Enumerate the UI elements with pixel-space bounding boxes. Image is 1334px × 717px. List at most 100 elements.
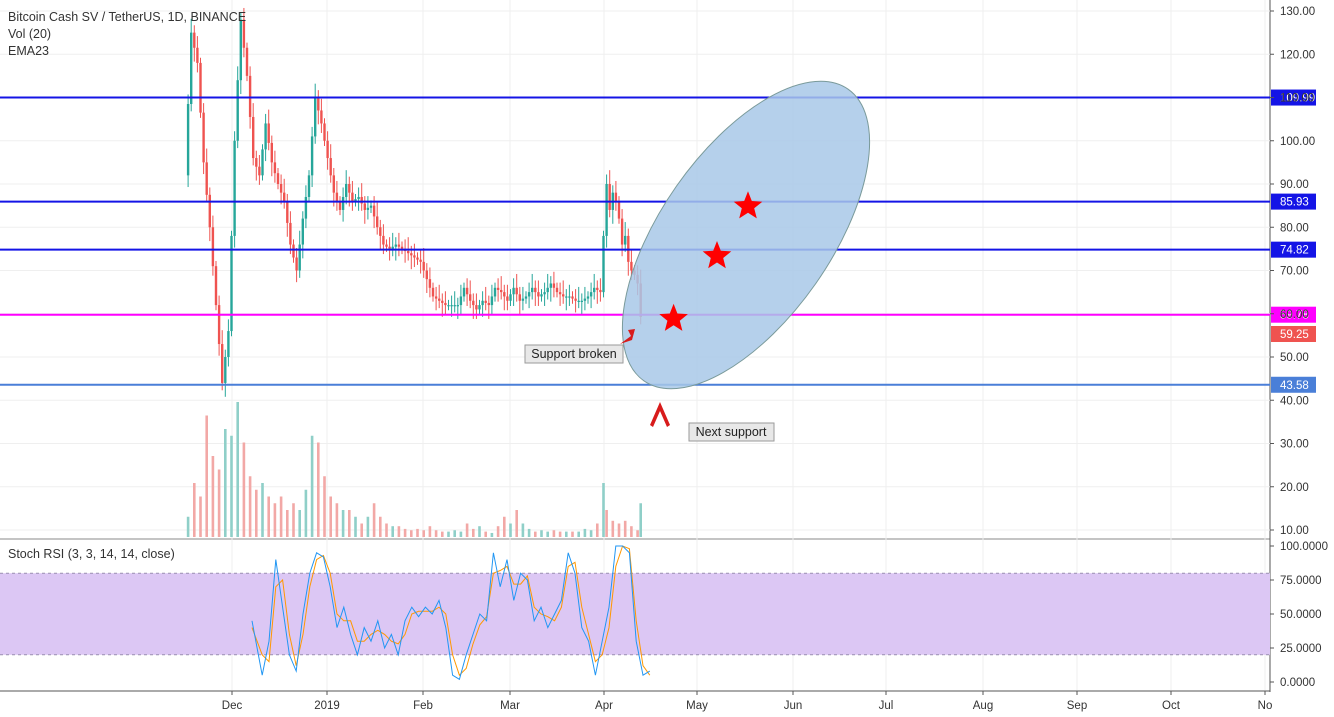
candle-body (329, 158, 332, 176)
candle-body (565, 296, 568, 298)
rsi-tick-label-4: 0.0000 (1280, 677, 1315, 689)
price-axis[interactable]: 130.00 120.00 110.00 100.00 90.00 80.00 70.00 6… (1270, 6, 1315, 537)
rsi-tick-label-1: 75.0000 (1280, 575, 1322, 587)
candle-body (289, 222, 292, 245)
level-tag-59.78 (1271, 306, 1316, 323)
candle-body (496, 287, 500, 290)
price-tick-label-3: 100.00 (1280, 136, 1315, 148)
stoch-rsi-k-line (251, 545, 651, 681)
volume-bar (292, 503, 295, 537)
volume-bar (527, 528, 531, 537)
price-tick-label-2: 110.00 (1280, 93, 1314, 105)
candle-body (338, 201, 342, 210)
candle-body (602, 235, 605, 293)
volume-bar (286, 510, 289, 537)
volume-bar (496, 526, 500, 537)
rsi-band-fill (0, 573, 1270, 655)
candle-body (314, 97, 317, 137)
candle-body (593, 287, 596, 293)
candle-body (506, 296, 509, 301)
level-tag-text-85.93: 85.93 (1280, 197, 1309, 209)
candle-body (462, 287, 466, 297)
candle-body (614, 192, 618, 202)
chart-title: Bitcoin Cash SV / TetherUS, 1D, BINANCE (8, 10, 246, 24)
level-tag-text-43.58: 43.58 (1280, 380, 1309, 392)
candle-body (503, 292, 506, 297)
candle-body (224, 357, 227, 383)
level-tag-74.82 (1271, 241, 1316, 258)
time-axis[interactable]: Dec 2019 Feb Mar Apr May Jun Jul Aug Sep Oct No (222, 691, 1273, 712)
candle-body (382, 235, 385, 245)
volume-bar (379, 516, 382, 537)
candle-body (400, 246, 404, 249)
volume-bar (242, 442, 246, 537)
volume-bar (199, 496, 202, 537)
volume-bar (410, 530, 413, 537)
projection-ellipse[interactable] (574, 40, 917, 429)
candle-body (434, 296, 438, 299)
candle-body (537, 292, 540, 297)
price-tick-label-1: 120.00 (1280, 49, 1315, 61)
candle-body (605, 184, 608, 236)
volume-bar (617, 523, 621, 537)
candle-body (596, 287, 599, 290)
candle-body (376, 216, 379, 228)
target-star-3[interactable] (733, 191, 763, 219)
candle-body (413, 255, 416, 258)
volume-bar (323, 476, 326, 537)
candle-body (515, 287, 518, 295)
candle-body (360, 196, 363, 204)
volume-bar (267, 496, 270, 537)
volume-bar (255, 489, 258, 537)
candle-body (267, 123, 270, 143)
volume-bar (348, 510, 351, 537)
target-star-1[interactable] (659, 303, 688, 331)
volume-bar (503, 516, 506, 537)
volume-bar (540, 530, 543, 537)
candle-body (472, 300, 475, 306)
price-tick-label-12: 10.00 (1280, 525, 1309, 537)
candle-body (190, 32, 193, 104)
candle-body (543, 292, 546, 295)
volume-bar (310, 435, 314, 537)
candle-body (589, 292, 593, 297)
volume-bar (304, 489, 308, 537)
volume-bar (434, 530, 438, 537)
candle-body (630, 261, 633, 271)
last-price-text: 59.25 (1280, 329, 1309, 341)
volume-bar (465, 523, 469, 537)
candle-body (410, 253, 413, 256)
volume-bar (397, 526, 401, 537)
candle-body (527, 292, 531, 297)
next-support-box[interactable] (688, 422, 775, 442)
time-tick-label-11: No (1258, 700, 1273, 712)
rsi-axis[interactable]: 100.0000 75.0000 50.0000 25.0000 0.0000 (1270, 541, 1328, 689)
target-star-2[interactable] (702, 241, 732, 269)
support-broken-arrow (620, 329, 635, 344)
candle-body (577, 300, 580, 302)
volume-bar (552, 530, 556, 537)
volume-bar (583, 528, 587, 537)
support-broken-box[interactable] (524, 344, 624, 364)
candle-body (447, 305, 450, 307)
candle-body (379, 227, 382, 236)
volume-bar (366, 516, 370, 537)
volume-bar (453, 530, 456, 537)
candle-body (422, 261, 425, 271)
candle-body (261, 149, 264, 176)
candle-body (534, 287, 537, 293)
price-tick-label-0: 130.00 (1280, 6, 1315, 18)
candle-body (217, 305, 221, 345)
candle-body (208, 194, 211, 228)
volume-bar (630, 526, 633, 537)
candle-body (351, 192, 354, 202)
candle-body (332, 175, 335, 193)
candle-body (366, 207, 370, 210)
candle-body (574, 298, 577, 301)
volume-bar (509, 523, 512, 537)
volume-bar (611, 520, 615, 537)
candle-body (487, 302, 490, 306)
candle-body (524, 296, 528, 299)
volume-bar (484, 531, 487, 537)
level-tag-85.93 (1271, 193, 1316, 210)
